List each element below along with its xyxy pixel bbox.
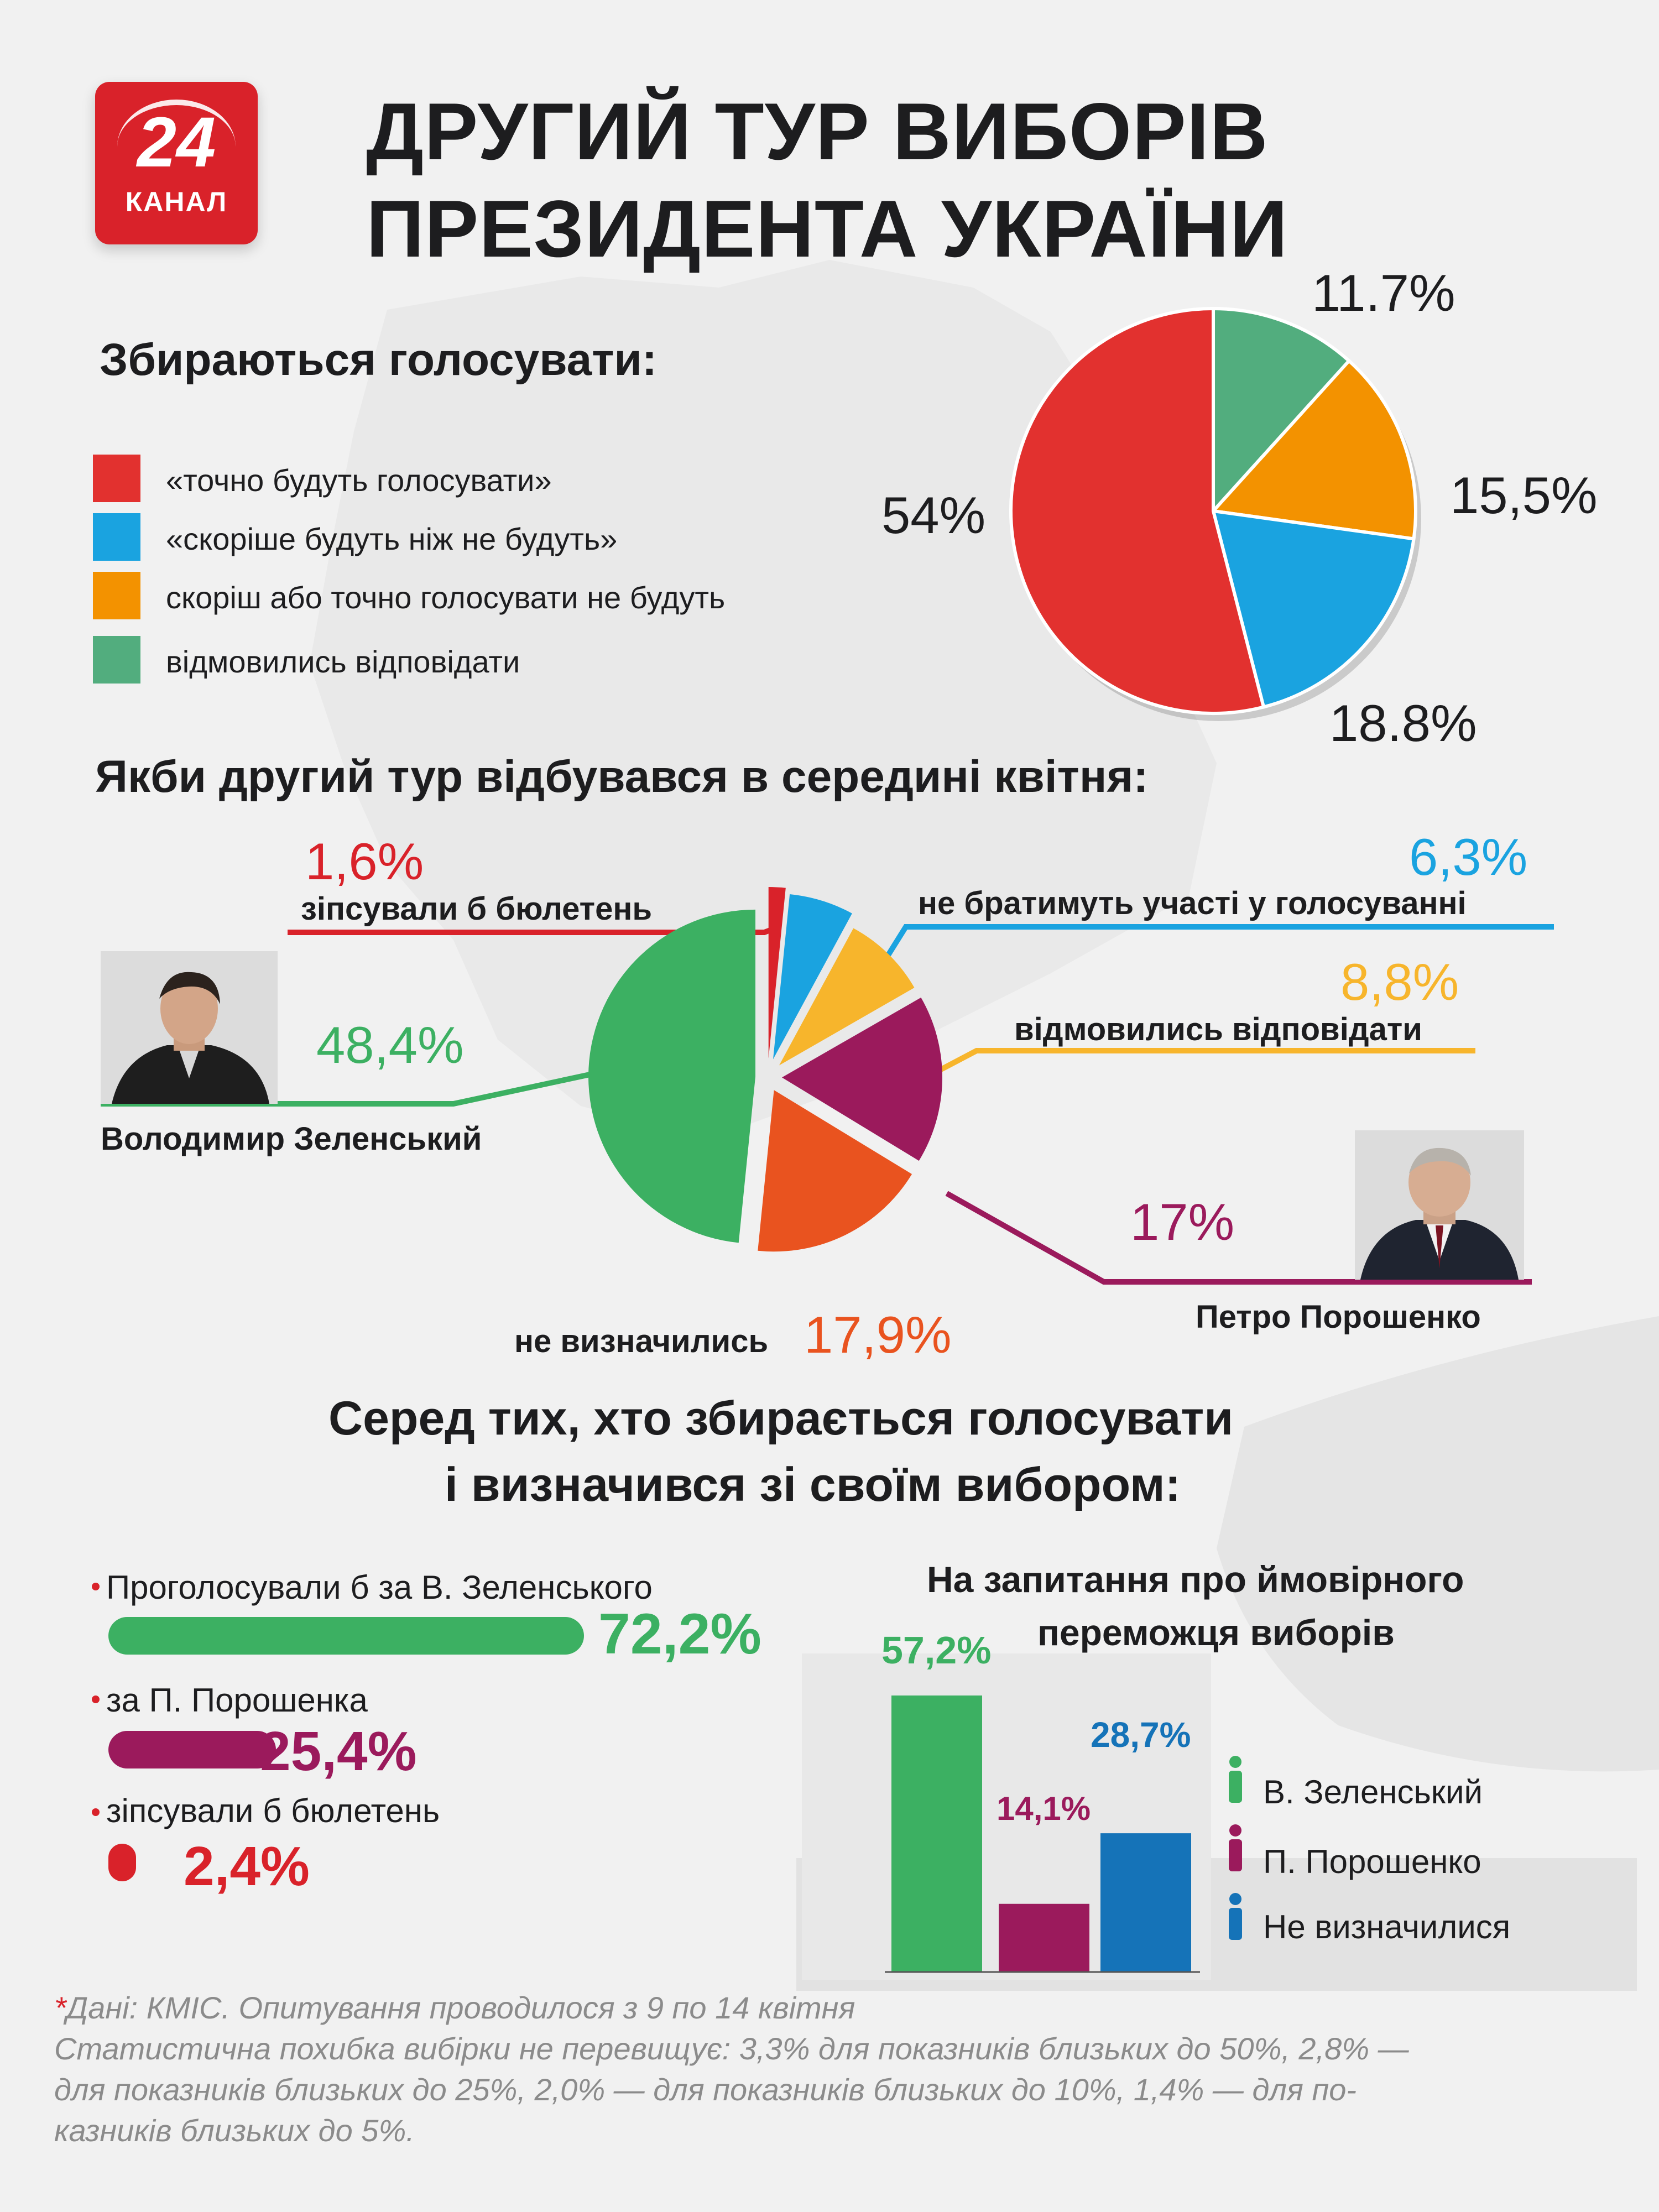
title-line-2: ПРЕЗИДЕНТА УКРАЇНИ	[366, 184, 1288, 274]
legend-swatch	[93, 636, 140, 684]
logo-word: КАНАЛ	[125, 186, 228, 217]
section1-heading: Збираються голосувати:	[100, 335, 658, 385]
pie2-label-spoiled-value: 1,6%	[305, 832, 424, 890]
pie2-label-abstain-text: не братимуть участі у голосуванні	[918, 885, 1467, 921]
legend-label: скоріш або точно голосувати не будуть	[166, 580, 726, 615]
pie2-slice	[773, 894, 852, 1060]
leader-line-refused	[933, 1048, 1475, 1076]
pie2-label-abstain-value: 6,3%	[1409, 828, 1528, 886]
leader-line-abstain	[881, 924, 1554, 964]
pie2-leader-lines	[101, 924, 1554, 1285]
pie1-slice	[1212, 306, 1352, 515]
hbar-poroshenko	[108, 1731, 276, 1768]
footnote-line-2: Статистична похибка вибірки не перевищує…	[54, 2031, 1409, 2066]
hbar-value-poroshenko: 25,4%	[260, 1720, 417, 1782]
pie2-slice	[781, 997, 942, 1161]
pie2-label-poroshenko-value: 17%	[1130, 1193, 1235, 1251]
pie2-label-zelensky-value: 48,4%	[316, 1016, 464, 1074]
hand-shape	[1217, 1316, 1659, 1772]
person-icon	[1229, 1756, 1242, 1803]
vbar-legend-zelensky: В. Зеленський	[1263, 1773, 1483, 1811]
leader-line-zelensky	[101, 1066, 619, 1107]
pie1-label-orange: 15,5%	[1450, 466, 1598, 524]
pie1-slice	[1209, 358, 1417, 541]
pie2-label-refused-text: відмовились відповідати	[1014, 1011, 1422, 1047]
hbar-spoiled	[108, 1844, 136, 1881]
map-silhouette	[310, 260, 1217, 1139]
vbar	[891, 1695, 982, 1972]
bullet	[92, 1695, 100, 1703]
legend-label: відмовились відповідати	[166, 644, 520, 679]
legend-swatch	[93, 455, 140, 502]
person-icon	[1229, 1824, 1242, 1871]
pie2-label-undecided-value: 17,9%	[804, 1306, 952, 1364]
poroshenko-name: Петро Порошенко	[1196, 1299, 1481, 1335]
zelensky-portrait	[112, 972, 269, 1104]
bullet	[92, 1808, 100, 1816]
bullet	[92, 1583, 100, 1590]
section2-heading: Якби другий тур відбувався в середині кв…	[95, 752, 1149, 802]
vbar-value-undecided: 28,7%	[1091, 1715, 1191, 1755]
pie1-label-teal: 11.7%	[1312, 264, 1455, 322]
pie1-label-blue: 18.8%	[1329, 694, 1477, 752]
footnote-line-3: для показників близьких до 25%, 2,0% — д…	[54, 2072, 1357, 2107]
footnote-line-4: казників близьких до 5%.	[54, 2113, 415, 2148]
vbar	[999, 1903, 1089, 1972]
logo-arc	[117, 100, 236, 194]
pie2-label-refused-value: 8,8%	[1340, 953, 1459, 1011]
hbar-label-poroshenko: за П. Порошенка	[106, 1682, 368, 1719]
legend-label: «скоріше будуть ніж не будуть»	[166, 521, 618, 556]
legend-swatch	[93, 572, 140, 619]
channel-logo: 24 КАНАЛ	[95, 82, 258, 244]
vbar-legend-undecided: Не визначилися	[1263, 1908, 1511, 1945]
pie2-label-undecided-text: не визначились	[514, 1323, 769, 1359]
pie1-slice	[1211, 509, 1416, 709]
pie2-slice	[758, 1090, 912, 1252]
page-title: ДРУГИЙ ТУР ВИБОРІВ ПРЕЗИДЕНТА УКРАЇНИ	[366, 83, 1527, 278]
zelensky-name: Володимир Зеленський	[101, 1121, 482, 1157]
section3-heading-line2: і визначився зі своїм вибором:	[445, 1458, 1181, 1511]
pie2-slice	[588, 909, 756, 1243]
vbar-value-zelensky: 57,2%	[881, 1629, 992, 1672]
section3-heading-line1: Серед тих, хто збирається голосувати	[328, 1392, 1234, 1445]
hbar-zelensky	[108, 1617, 584, 1655]
hbar-label-spoiled: зіпсували б бюлетень	[106, 1792, 440, 1829]
logo-number: 24	[137, 103, 216, 182]
leader-line-poroshenko	[945, 1191, 1532, 1285]
pie1-slice	[1009, 306, 1266, 715]
section4-heading-line2: переможця виборів	[1037, 1612, 1395, 1653]
vbar-value-poroshenko: 14,1%	[997, 1790, 1091, 1827]
footnote: *Дані: КМІС. Опитування проводилося з 9 …	[54, 1987, 1614, 2151]
person-icon	[1229, 1893, 1242, 1940]
section4-heading-line1: На запитання про ймовірного	[927, 1559, 1464, 1600]
zelensky-photo	[101, 951, 278, 1104]
legend-label: «точно будуть голосувати»	[166, 463, 552, 498]
vbar	[1100, 1833, 1191, 1972]
title-line-1: ДРУГИЙ ТУР ВИБОРІВ	[366, 86, 1269, 176]
legend-swatch	[93, 513, 140, 561]
pie2-slice	[768, 887, 786, 1059]
footnote-star: *	[54, 1990, 66, 2025]
hbar-value-spoiled: 2,4%	[184, 1835, 310, 1897]
poroshenko-photo	[1355, 1130, 1524, 1280]
footnote-source: Дані: КМІС. Опитування проводилося з 9 п…	[66, 1990, 855, 2025]
pie2-label-spoiled-text: зіпсували б бюлетень	[301, 891, 653, 927]
hbar-label-zelensky: Проголосували б за В. Зеленського	[106, 1569, 653, 1606]
poroshenko-portrait	[1360, 1147, 1519, 1280]
pie1-label-red: 54%	[881, 486, 986, 544]
footnote-line-1: *Дані: КМІС. Опитування проводилося з 9 …	[54, 1987, 1614, 2028]
hbar-value-zelensky: 72,2%	[598, 1602, 761, 1666]
pie2-slice	[779, 928, 915, 1066]
vbar-legend-poroshenko: П. Порошенко	[1263, 1843, 1481, 1880]
